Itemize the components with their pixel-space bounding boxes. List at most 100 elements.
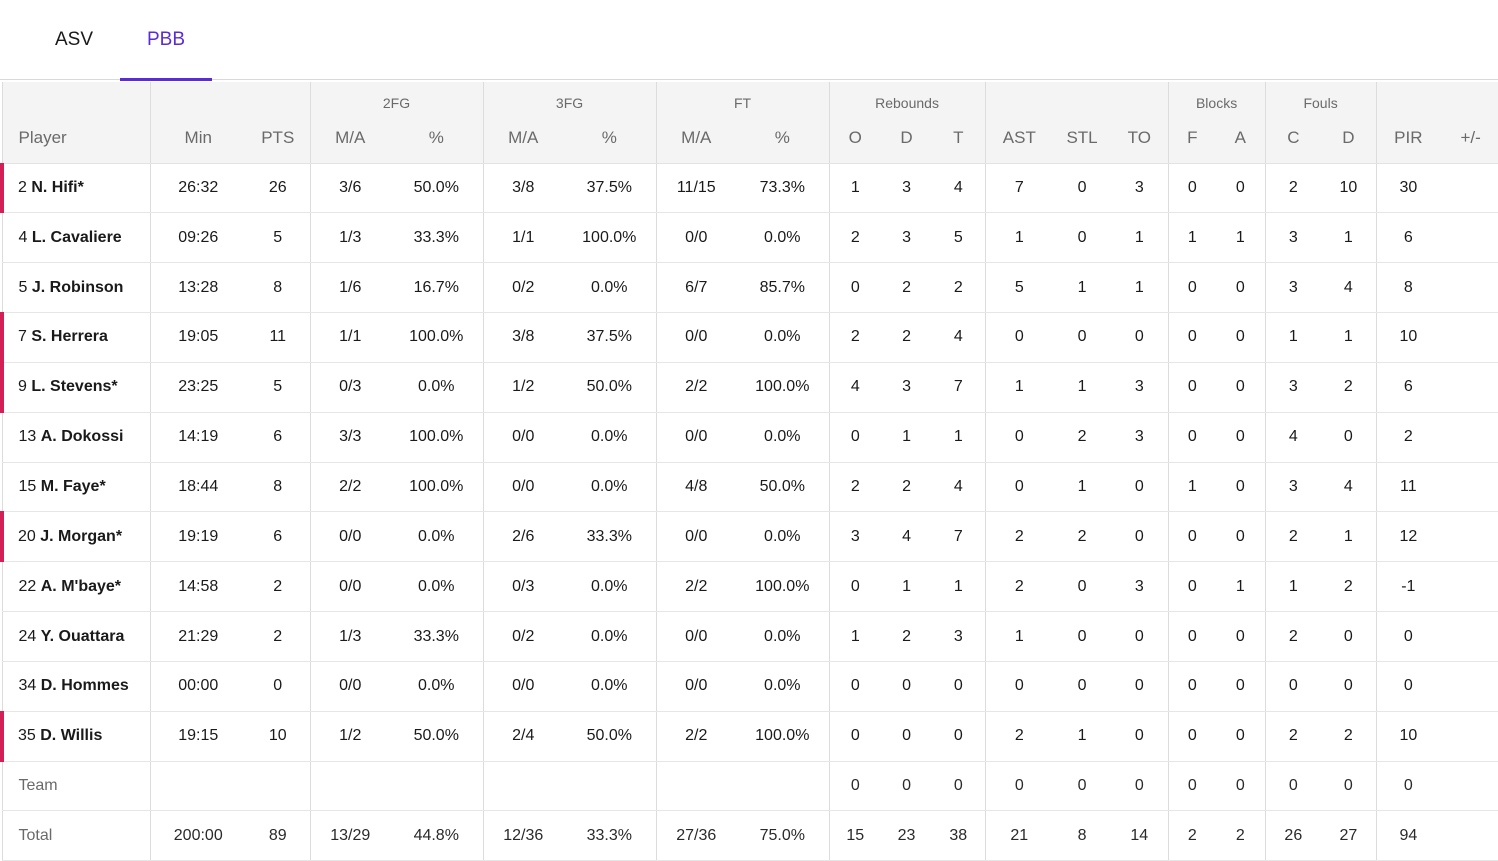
cell-blk-f: 0 <box>1167 312 1217 363</box>
cell-fg3-ma: 0/0 <box>482 462 564 513</box>
cell-pm <box>1440 412 1498 463</box>
cell-reb-o: 2 <box>828 462 882 513</box>
player-name-link[interactable]: J. Morgan* <box>40 527 123 545</box>
cell-fg3-ma: 1/1 <box>482 212 564 264</box>
cell-ft-ma <box>655 761 737 812</box>
cell-reb-t: 1 <box>932 561 986 613</box>
player-number: 7 <box>18 328 27 346</box>
cell-ft-pct: 50.0% <box>736 462 830 513</box>
cell-fg3-pct: 33.3% <box>563 810 657 861</box>
cell-ast: 0 <box>984 312 1054 363</box>
cell-foul-d: 1 <box>1321 511 1377 563</box>
player-cell: 15 M. Faye* <box>2 462 150 513</box>
cell-pm <box>1440 262 1498 314</box>
col-2fg-pct[interactable]: % <box>390 118 484 164</box>
cell-reb-t: 0 <box>932 661 986 712</box>
col-ft-ma[interactable]: M/A <box>655 118 737 164</box>
cell-min: 21:29 <box>149 611 246 662</box>
cell-pts: 5 <box>246 362 310 413</box>
col-3fg-pct[interactable]: % <box>563 118 657 164</box>
cell-reb-d: 2 <box>881 312 933 363</box>
player-name-link[interactable]: D. Hommes <box>40 677 129 695</box>
cell-pts: 6 <box>246 511 310 563</box>
cell-reb-d: 2 <box>881 462 933 513</box>
cell-fg2-pct: 100.0% <box>390 462 484 513</box>
cell-fg3-ma: 2/4 <box>482 711 564 762</box>
cell-pir: -1 <box>1375 561 1441 613</box>
cell-fg2-ma: 3/3 <box>309 412 390 463</box>
cell-pm <box>1440 312 1498 363</box>
cell-foul-c: 2 <box>1264 163 1322 214</box>
player-cell: 34 D. Hommes <box>2 661 150 712</box>
col-to[interactable]: TO <box>1111 118 1169 164</box>
cell-ft-ma: 0/0 <box>655 661 737 712</box>
col-blk-f[interactable]: F <box>1167 118 1217 164</box>
cell-ft-ma: 0/0 <box>655 212 737 264</box>
cell-pm <box>1440 212 1498 264</box>
cell-pm <box>1440 661 1498 712</box>
col-reb-o[interactable]: O <box>828 118 882 164</box>
col-player[interactable]: Player <box>2 118 150 164</box>
player-row: 35 D. Willis 19:15 10 1/2 50.0% 2/4 50.0% 2/2 10… <box>0 711 1498 762</box>
cell-ast: 2 <box>984 561 1054 613</box>
header-group-general <box>149 82 310 118</box>
player-name-link[interactable]: A. Dokossi <box>40 428 124 446</box>
cell-pm <box>1440 163 1498 214</box>
player-row: 4 L. Cavaliere 09:26 5 1/3 33.3% 1/1 100.0% 0/0… <box>2 212 1498 264</box>
cell-ft-ma: 0/0 <box>655 412 737 463</box>
cell-fg3-ma: 0/2 <box>482 611 564 662</box>
cell-min: 23:25 <box>149 362 246 413</box>
cell-fg3-pct: 50.0% <box>563 362 657 413</box>
col-foul-c[interactable]: C <box>1264 118 1322 164</box>
cell-fg3-pct: 0.0% <box>563 661 657 712</box>
col-ast[interactable]: AST <box>984 118 1054 164</box>
col-3fg-ma[interactable]: M/A <box>482 118 564 164</box>
cell-ft-pct: 100.0% <box>736 711 830 762</box>
tab-pbb[interactable]: PBB <box>120 0 212 81</box>
cell-blk-f: 0 <box>1167 761 1217 812</box>
cell-reb-o: 0 <box>828 262 882 314</box>
col-pir[interactable]: PIR <box>1375 118 1441 164</box>
col-pts[interactable]: PTS <box>246 118 310 164</box>
team-tabs: ASV PBB <box>0 0 1498 81</box>
col-reb-t[interactable]: T <box>932 118 986 164</box>
player-name-link[interactable]: S. Herrera <box>31 328 108 346</box>
col-plus-minus[interactable]: +/- <box>1440 118 1498 164</box>
cell-fg2-ma: 1/3 <box>309 611 390 662</box>
player-number: 13 <box>18 428 37 446</box>
player-name-link[interactable]: J. Robinson <box>31 278 124 296</box>
player-cell: 13 A. Dokossi <box>2 412 150 463</box>
cell-foul-c: 0 <box>1264 661 1322 712</box>
cell-fg3-pct: 37.5% <box>563 312 657 363</box>
cell-fg3-pct: 100.0% <box>563 212 657 264</box>
cell-blk-a: 0 <box>1216 362 1266 413</box>
cell-blk-a: 0 <box>1216 312 1266 363</box>
cell-ft-pct: 0.0% <box>736 212 830 264</box>
cell-to: 3 <box>1111 163 1169 214</box>
player-name-link[interactable]: Y. Ouattara <box>40 627 125 645</box>
cell-fg2-ma: 1/2 <box>309 711 390 762</box>
col-blk-a[interactable]: A <box>1216 118 1266 164</box>
col-ft-pct[interactable]: % <box>736 118 830 164</box>
col-stl[interactable]: STL <box>1053 118 1112 164</box>
cell-ft-pct: 100.0% <box>736 561 830 613</box>
cell-reb-d: 3 <box>881 212 933 264</box>
col-min[interactable]: Min <box>149 118 246 164</box>
cell-foul-c: 3 <box>1264 462 1322 513</box>
player-name-link[interactable]: L. Cavaliere <box>31 228 122 246</box>
col-reb-d[interactable]: D <box>881 118 933 164</box>
cell-fg3-ma <box>482 761 564 812</box>
cell-ft-ma: 6/7 <box>655 262 737 314</box>
col-foul-d[interactable]: D <box>1321 118 1377 164</box>
player-name-link[interactable]: M. Faye* <box>40 477 106 495</box>
player-name-link[interactable]: A. M'baye* <box>40 577 122 595</box>
player-name-link[interactable]: D. Willis <box>40 727 103 745</box>
tab-asv[interactable]: ASV <box>54 28 94 50</box>
player-name-link[interactable]: N. Hifi* <box>31 178 84 196</box>
header-group-2fg: 2FG <box>309 82 484 118</box>
cell-min: 200:00 <box>149 810 246 861</box>
col-2fg-ma[interactable]: M/A <box>309 118 390 164</box>
cell-ast: 2 <box>984 511 1054 563</box>
cell-blk-a: 0 <box>1216 711 1266 762</box>
player-name-link[interactable]: L. Stevens* <box>31 378 118 396</box>
